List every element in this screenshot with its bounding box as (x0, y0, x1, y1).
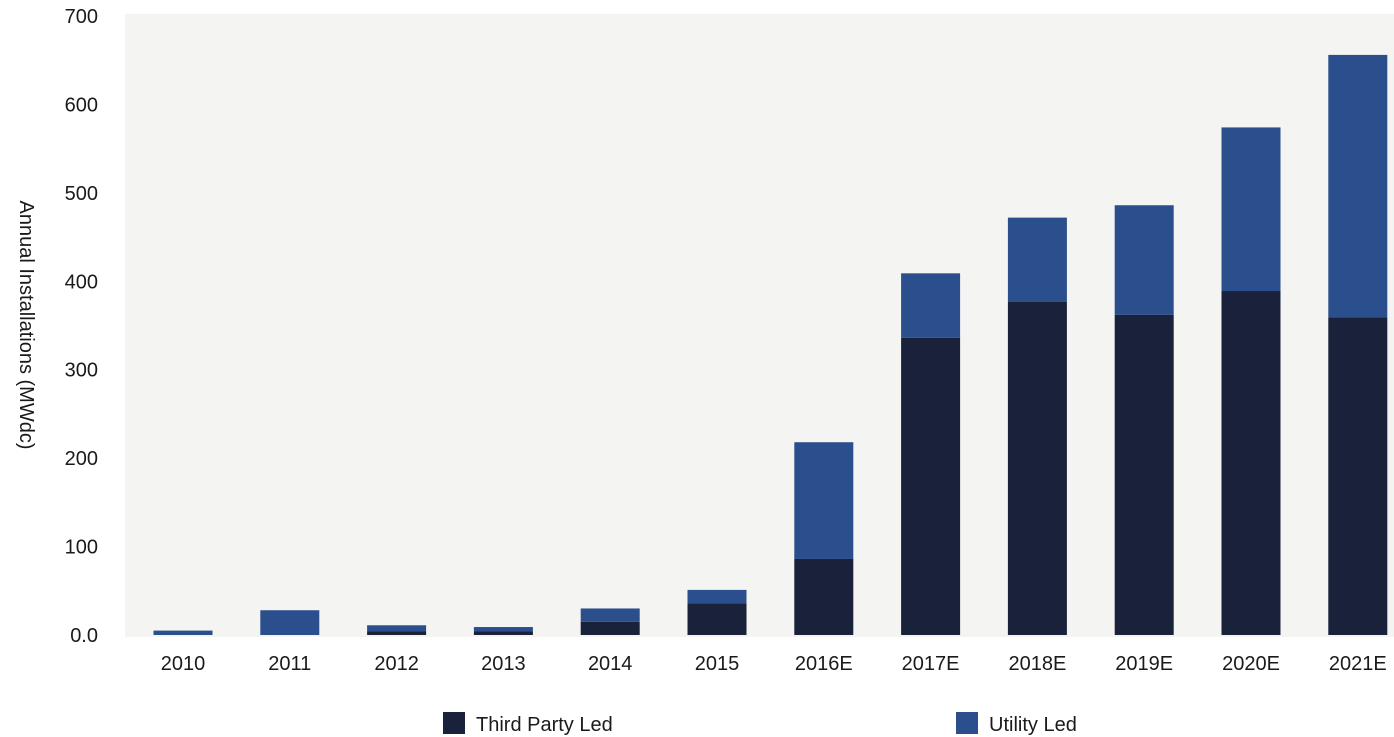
bar-third-party-led (1221, 291, 1281, 635)
y-tick-label: 500 (65, 183, 98, 205)
bar-third-party-led (1328, 317, 1388, 635)
y-tick-label: 100 (65, 537, 98, 559)
y-tick-label: 0.0 (70, 625, 98, 647)
legend: Third Party Led Utility Led (443, 712, 1077, 736)
x-tick-labels: 2010 2011 2012 2013 2014 2015 2016E 2017E 2018E 2… (161, 653, 1387, 675)
x-tick-label: 2015 (695, 653, 740, 675)
bar-utility-led (901, 273, 961, 338)
bar-third-party-led (367, 631, 427, 635)
y-tick-labels: 0.0 100 200 300 400 500 600 700 (65, 6, 98, 647)
bar-third-party-led (794, 558, 854, 635)
plot-background (125, 14, 1394, 637)
x-tick-label: 2010 (161, 653, 206, 675)
x-tick-label: 2012 (374, 653, 419, 675)
legend-label: Third Party Led (476, 714, 613, 736)
bar-third-party-led (1114, 314, 1174, 635)
x-tick-label: 2011 (268, 653, 311, 675)
x-tick-label: 2016E (795, 653, 853, 675)
bar-third-party-led (687, 603, 747, 635)
bar-third-party-led (580, 621, 640, 635)
y-tick-label: 400 (65, 271, 98, 293)
bar-third-party-led (473, 631, 533, 635)
bar-utility-led (473, 627, 533, 632)
y-tick-label: 600 (65, 94, 98, 116)
x-tick-label: 2019E (1115, 653, 1173, 675)
bar-utility-led (1328, 54, 1388, 318)
bar-utility-led (153, 630, 213, 635)
x-tick-label: 2021E (1329, 653, 1387, 675)
y-tick-label: 200 (65, 448, 98, 470)
bar-utility-led (367, 625, 427, 632)
y-tick-label: 300 (65, 360, 98, 382)
bar-utility-led (794, 442, 854, 559)
bar-third-party-led (1007, 301, 1067, 635)
bars (153, 54, 1388, 635)
legend-label: Utility Led (989, 714, 1077, 736)
legend-swatch (956, 712, 978, 734)
bar-utility-led (1221, 127, 1281, 292)
x-tick-label: 2020E (1222, 653, 1280, 675)
bar-utility-led (1114, 205, 1174, 315)
x-tick-label: 2014 (588, 653, 633, 675)
legend-swatch (443, 712, 465, 734)
x-tick-label: 2017E (902, 653, 960, 675)
bar-utility-led (260, 610, 320, 635)
x-tick-label: 2013 (481, 653, 526, 675)
bar-third-party-led (901, 337, 961, 635)
x-tick-label: 2018E (1008, 653, 1066, 675)
bar-utility-led (687, 589, 747, 604)
bar-utility-led (580, 608, 640, 622)
bar-utility-led (1007, 217, 1067, 302)
y-tick-label: 700 (65, 6, 98, 28)
y-axis-title: Annual Installations (MWdc) (15, 201, 37, 450)
